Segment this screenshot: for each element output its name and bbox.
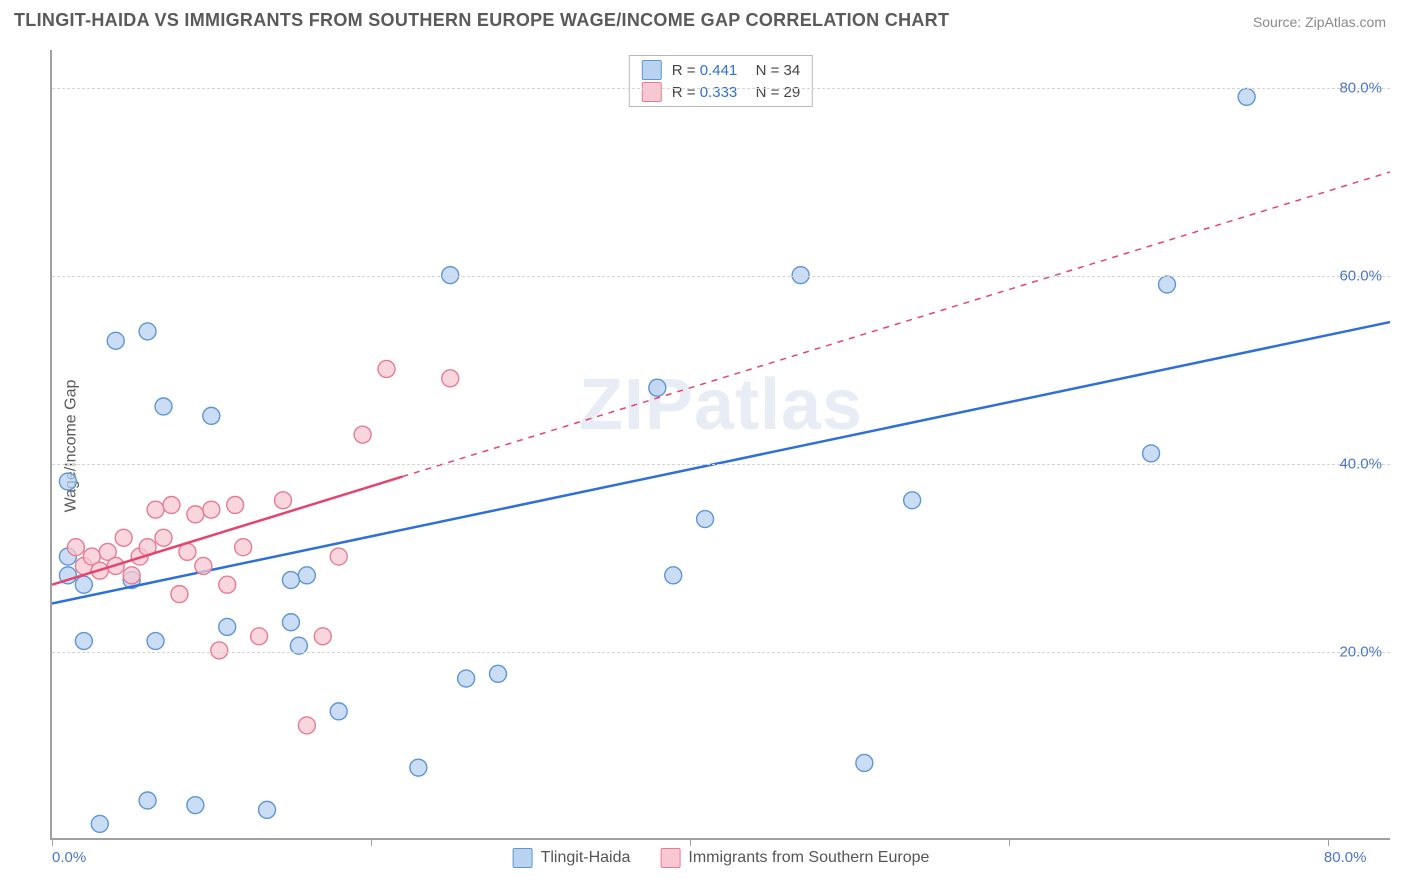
scatter-point (155, 398, 172, 415)
scatter-point (139, 323, 156, 340)
scatter-point (1238, 88, 1255, 105)
scatter-point (314, 628, 331, 645)
scatter-point (665, 567, 682, 584)
scatter-point (139, 792, 156, 809)
scatter-point (147, 501, 164, 518)
legend-swatch-icon (642, 82, 662, 102)
scatter-point (856, 754, 873, 771)
gridline (52, 88, 1390, 89)
legend-r-value: R = 0.333 (672, 84, 737, 101)
scatter-point (298, 567, 315, 584)
scatter-point (203, 501, 220, 518)
scatter-point (1159, 276, 1176, 293)
x-tick-label: 0.0% (52, 849, 86, 866)
gridline (52, 276, 1390, 277)
legend-series-label: Tlingit-Haida (541, 849, 631, 867)
gridline (52, 464, 1390, 465)
x-tick (52, 838, 53, 846)
y-tick-label: 40.0% (1339, 455, 1382, 472)
scatter-point (155, 529, 172, 546)
scatter-point (282, 572, 299, 589)
x-tick (371, 838, 372, 846)
scatter-point (219, 576, 236, 593)
scatter-point (187, 797, 204, 814)
scatter-point (330, 548, 347, 565)
scatter-point (298, 717, 315, 734)
legend-swatch-icon (642, 60, 662, 80)
scatter-point (649, 379, 666, 396)
scatter-point (171, 586, 188, 603)
scatter-point (163, 496, 180, 513)
scatter-point (490, 665, 507, 682)
source-attribution: Source: ZipAtlas.com (1253, 14, 1386, 30)
legend-n-value: N = 29 (747, 84, 800, 101)
scatter-point (330, 703, 347, 720)
scatter-point (107, 332, 124, 349)
x-tick-label: 80.0% (1324, 849, 1367, 866)
y-tick-label: 80.0% (1339, 79, 1382, 96)
y-tick-label: 20.0% (1339, 643, 1382, 660)
scatter-point (235, 539, 252, 556)
scatter-point (442, 370, 459, 387)
scatter-point (75, 633, 92, 650)
legend-series-item: Tlingit-Haida (513, 848, 631, 868)
legend-swatch-icon (660, 848, 680, 868)
legend-series-item: Immigrants from Southern Europe (660, 848, 929, 868)
y-tick-label: 60.0% (1339, 267, 1382, 284)
chart-title: TLINGIT-HAIDA VS IMMIGRANTS FROM SOUTHER… (14, 10, 949, 31)
scatter-point (282, 614, 299, 631)
scatter-point (274, 492, 291, 509)
scatter-point (75, 576, 92, 593)
scatter-point (697, 511, 714, 528)
scatter-point (378, 360, 395, 377)
plot-area: ZIPatlas R = 0.441 N = 34R = 0.333 N = 2… (50, 50, 1390, 840)
scatter-point (259, 801, 276, 818)
legend-swatch-icon (513, 848, 533, 868)
legend-r-value: R = 0.441 (672, 62, 737, 79)
scatter-point (115, 529, 132, 546)
scatter-point (123, 567, 140, 584)
scatter-point (67, 539, 84, 556)
trend-line-dashed (402, 172, 1390, 477)
scatter-point (195, 557, 212, 574)
x-tick (1328, 838, 1329, 846)
legend-series: Tlingit-Haida Immigrants from Southern Eu… (513, 848, 930, 868)
legend-correlation: R = 0.441 N = 34R = 0.333 N = 29 (629, 55, 813, 107)
scatter-point (227, 496, 244, 513)
legend-correlation-row: R = 0.333 N = 29 (642, 82, 800, 102)
scatter-point (59, 473, 76, 490)
trend-line (52, 477, 402, 585)
scatter-point (203, 407, 220, 424)
scatter-point (219, 618, 236, 635)
scatter-point (211, 642, 228, 659)
gridline (52, 652, 1390, 653)
x-tick (690, 838, 691, 846)
chart-svg (52, 50, 1390, 838)
legend-n-value: N = 34 (747, 62, 800, 79)
scatter-point (251, 628, 268, 645)
trend-line (52, 322, 1390, 603)
scatter-point (410, 759, 427, 776)
scatter-point (147, 633, 164, 650)
scatter-point (458, 670, 475, 687)
legend-correlation-row: R = 0.441 N = 34 (642, 60, 800, 80)
scatter-point (1143, 445, 1160, 462)
scatter-point (904, 492, 921, 509)
legend-series-label: Immigrants from Southern Europe (688, 849, 929, 867)
scatter-point (91, 815, 108, 832)
scatter-point (187, 506, 204, 523)
x-tick (1009, 838, 1010, 846)
scatter-point (354, 426, 371, 443)
